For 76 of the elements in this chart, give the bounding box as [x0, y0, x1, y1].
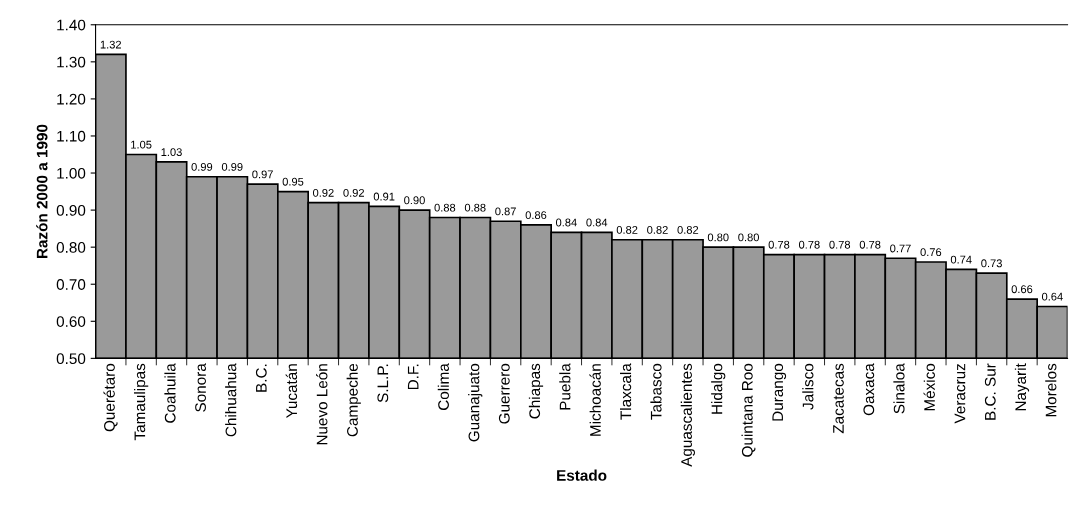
x-tick-label: Querétaro — [103, 363, 118, 432]
x-tick-label: Tabasco — [650, 363, 662, 420]
x-tick-label: Oaxaca — [863, 363, 875, 416]
data-label: 0.78 — [829, 240, 851, 249]
data-label: 0.74 — [950, 255, 972, 264]
y-tick-label: 0.70 — [56, 279, 86, 290]
data-label: 0.92 — [343, 188, 364, 197]
data-label: 0.82 — [677, 225, 699, 234]
x-tick-label: Quintana Roo — [741, 363, 756, 457]
data-label: 0.86 — [525, 211, 547, 220]
data-label: 0.99 — [191, 162, 213, 171]
data-label: 0.80 — [738, 233, 759, 242]
x-tick-label: Chihuahua — [225, 363, 237, 437]
x-tick-label: Aguascalientes — [680, 363, 695, 467]
y-tick-label: 1.30 — [57, 56, 86, 68]
x-tick-label: Campeche — [346, 363, 361, 437]
data-label: 0.88 — [464, 203, 486, 212]
data-label: 0.78 — [859, 240, 881, 249]
data-label: 0.92 — [313, 188, 334, 197]
data-label: 0.99 — [221, 162, 243, 171]
y-tick-label: 1.10 — [57, 130, 86, 142]
x-tick-label: Guanajuato — [468, 363, 483, 442]
x-tick-label: Veracruz — [954, 363, 966, 424]
x-tick-label: B.C. Sur — [984, 363, 996, 420]
x-tick-label: Coahuila — [164, 363, 176, 423]
data-label: 0.90 — [404, 196, 425, 205]
data-label: 0.64 — [1041, 292, 1063, 301]
y-tick-label: 0.90 — [56, 204, 86, 216]
x-tick-label: Nuevo León — [316, 364, 328, 445]
data-label: 0.66 — [1011, 285, 1033, 294]
data-label: 0.95 — [282, 177, 304, 186]
x-tick-label: Nayarit — [1014, 363, 1030, 411]
data-label: 0.78 — [768, 240, 790, 249]
data-label: 1.32 — [100, 40, 122, 49]
y-tick-label: 1.00 — [57, 167, 86, 179]
data-label: 0.87 — [495, 207, 516, 216]
x-tick-label: Colima — [437, 363, 449, 410]
data-label: 0.73 — [981, 259, 1002, 268]
data-label: 0.76 — [920, 248, 942, 257]
data-label: 0.88 — [434, 203, 456, 212]
data-label: 0.84 — [586, 218, 608, 227]
x-tick-label: Hidalgo — [711, 363, 726, 414]
x-tick-label: Durango — [772, 363, 787, 421]
x-tick-label: Tamaulipas — [134, 363, 149, 441]
x-tick-label: Guerrero — [498, 363, 510, 424]
x-tick-label: México — [923, 363, 935, 411]
data-label: 1.03 — [161, 148, 182, 157]
x-tick-label: Sonora — [195, 363, 206, 412]
data-label: 0.80 — [707, 233, 729, 242]
x-tick-label: Sinaloa — [893, 363, 905, 414]
y-tick-label: 1.20 — [57, 93, 86, 105]
y-tick-label: 0.50 — [56, 353, 86, 365]
x-tick-label: Michoacán — [589, 364, 601, 436]
x-tick-label: Chiapas — [528, 363, 544, 419]
x-axis-title: Estado — [557, 469, 607, 481]
x-tick-label: B.C. — [255, 364, 267, 392]
x-tick-label: D.F. — [407, 364, 419, 390]
x-tick-label: Puebla — [559, 363, 571, 410]
x-tick-label: S.L.P. — [377, 364, 389, 403]
data-label: 0.82 — [616, 225, 638, 234]
data-label: 0.77 — [890, 244, 911, 253]
data-label: 0.91 — [373, 192, 395, 201]
data-label: 1.05 — [131, 140, 152, 149]
x-tick-label: Jalisco — [802, 363, 814, 410]
x-tick-label: Tlaxcala — [619, 363, 632, 420]
x-tick-label: Morelos — [1045, 363, 1057, 417]
y-tick-label: 0.80 — [56, 242, 86, 253]
data-label: 0.97 — [252, 170, 273, 179]
data-label: 0.82 — [647, 225, 668, 234]
y-tick-label: 0.60 — [56, 316, 86, 327]
data-label: 0.84 — [555, 218, 577, 227]
data-label: 0.78 — [798, 240, 820, 249]
x-tick-label: Yucatán — [285, 364, 298, 419]
y-axis-title: Razón 2000 a 1990 — [36, 124, 48, 259]
x-tick-label: Zacatecas — [833, 363, 844, 434]
y-tick-label: 1.40 — [57, 19, 86, 31]
